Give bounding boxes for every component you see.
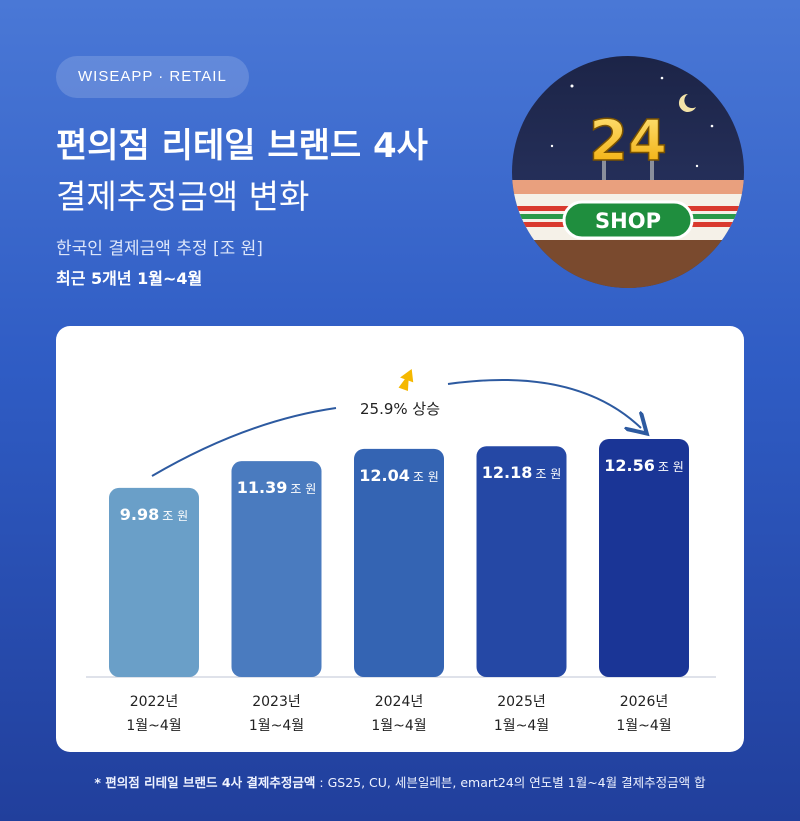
bar-value-label: 11.39 조 원 bbox=[237, 478, 317, 497]
x-tick-label: 2026년 1월~4월 bbox=[616, 694, 671, 734]
up-arrow-icon bbox=[398, 369, 414, 392]
brand-pill: WISEAPP · RETAIL bbox=[56, 56, 249, 98]
x-tick-label: 2025년 1월~4월 bbox=[494, 694, 549, 734]
x-tick-label: 2024년 1월~4월 bbox=[371, 694, 426, 734]
growth-annotation: 25.9% 상승 bbox=[360, 400, 440, 418]
bar-value-label: 9.98 조 원 bbox=[120, 505, 188, 524]
bar-value-label: 12.56 조 원 bbox=[604, 456, 684, 475]
page-title: 편의점 리테일 브랜드 4사 bbox=[56, 126, 428, 166]
bar-value-label: 12.04 조 원 bbox=[359, 466, 439, 485]
page-title-line2: 결제추정금액 변화 bbox=[56, 177, 310, 216]
trend-arrow-head bbox=[447, 379, 641, 428]
bar-0 bbox=[109, 487, 199, 677]
bar-chart: 25.9% 상승 9.98 조 원 2022년 1월~4월 11.39 조 원 2023년 1… bbox=[86, 369, 716, 734]
x-tick-label: 2023년 1월~4월 bbox=[249, 694, 304, 734]
period-label: 최근 5개년 1월~4월 bbox=[56, 269, 203, 288]
trend-arrow bbox=[151, 407, 337, 477]
bar-2 bbox=[354, 448, 444, 677]
bar-4 bbox=[599, 439, 689, 677]
subtitle: 한국인 결제금액 추정 [조 원] bbox=[56, 239, 263, 259]
x-tick-label: 2022년 1월~4월 bbox=[126, 694, 181, 734]
convenience-store-sign-icon: 24 SHOP bbox=[512, 56, 744, 288]
footnote-bold: * 편의점 리테일 브랜드 4사 결제추정금액 bbox=[94, 775, 316, 790]
sign-number: 24 bbox=[589, 109, 667, 174]
chart-card: 25.9% 상승 9.98 조 원 2022년 1월~4월 11.39 조 원 2023년 1… bbox=[56, 326, 744, 752]
footnote: * 편의점 리테일 브랜드 4사 결제추정금액 : GS25, CU, 세븐일레… bbox=[0, 772, 800, 791]
bar-3 bbox=[476, 446, 567, 677]
bar-value-label: 12.18 조 원 bbox=[482, 463, 562, 482]
shop-label: SHOP bbox=[595, 209, 661, 233]
bar-1 bbox=[231, 461, 322, 677]
footnote-text: : GS25, CU, 세븐일레븐, emart24의 연도별 1월~4월 결제… bbox=[315, 775, 706, 790]
